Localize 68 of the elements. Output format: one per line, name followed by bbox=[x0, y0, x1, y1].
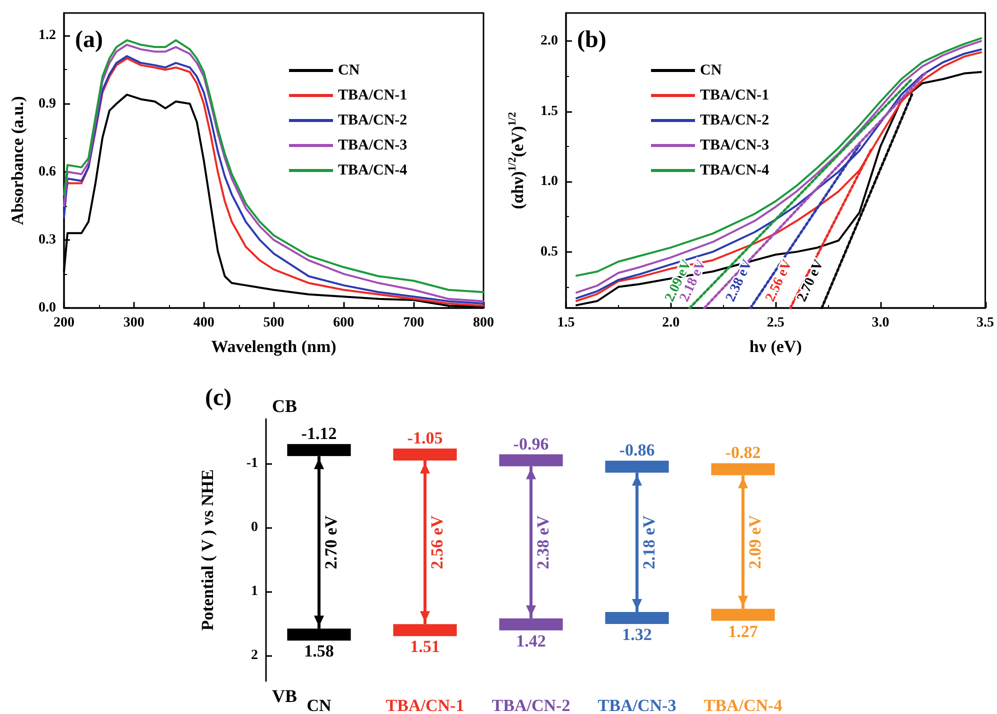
x-tick-label: TBA/CN-3 bbox=[598, 696, 676, 714]
chart-title: (c) bbox=[205, 385, 232, 411]
y-tick-label: 0.3 bbox=[38, 232, 56, 248]
y-tick-label: 2 bbox=[251, 648, 258, 663]
y-tick-label: 1.0 bbox=[540, 174, 558, 190]
x-tick-label: 3.5 bbox=[976, 316, 994, 330]
x-tick-label: CN bbox=[306, 696, 332, 714]
y-tick-label: 0 bbox=[251, 520, 258, 536]
text: (b) bbox=[577, 27, 606, 53]
x-tick-label: 2.5 bbox=[766, 316, 784, 330]
data-label: 2.38 eV bbox=[534, 514, 552, 570]
annotation: -0.96 bbox=[513, 434, 549, 454]
legend-label: CN bbox=[700, 62, 722, 78]
y-tick-label: 0.5 bbox=[540, 244, 558, 260]
legend-label: TBA/CN-1 bbox=[338, 88, 408, 104]
data-label: 2.18 eV bbox=[640, 514, 658, 570]
x-tick-label: TBA/CN-2 bbox=[492, 696, 570, 714]
y-axis-title: Potential ( V ) vs NHE bbox=[198, 469, 217, 631]
legend-label: TBA/CN-2 bbox=[338, 112, 408, 128]
y-tick-label: 0.0 bbox=[38, 300, 56, 316]
annotation: -1.05 bbox=[407, 428, 443, 448]
y-tick-label: 1.5 bbox=[540, 104, 558, 119]
x-tick-label: 500 bbox=[263, 316, 284, 330]
legend-label: TBA/CN-3 bbox=[700, 138, 770, 154]
text: CB bbox=[272, 396, 298, 416]
y-tick-label: 1.2 bbox=[38, 28, 56, 44]
x-tick-label: 3.0 bbox=[872, 316, 890, 330]
legend-label: TBA/CN-2 bbox=[700, 112, 770, 128]
legend-label: TBA/CN-4 bbox=[338, 162, 408, 178]
x-tick-label: 600 bbox=[333, 316, 354, 330]
y-tick-label: -1 bbox=[246, 456, 258, 472]
annotation: 2.56 eV bbox=[763, 258, 796, 304]
data-label: 2.09 eV bbox=[746, 514, 764, 569]
y-tick-label: 0.6 bbox=[38, 164, 56, 180]
x-tick-label: TBA/CN-4 bbox=[704, 696, 783, 714]
x-tick-label: 800 bbox=[473, 316, 494, 330]
x-tick-label: 300 bbox=[123, 316, 144, 330]
x-tick-label: 1.5 bbox=[557, 316, 575, 330]
legend-label: TBA/CN-3 bbox=[338, 138, 408, 154]
x-tick-label: TBA/CN-1 bbox=[386, 696, 464, 714]
y-tick-label: 0.9 bbox=[38, 96, 56, 112]
y-axis-title: Absorbance (a.u.) bbox=[8, 96, 27, 225]
annotation: 1.51 bbox=[410, 637, 440, 656]
x-tick-label: 200 bbox=[54, 316, 74, 330]
x-tick-label: 700 bbox=[403, 316, 424, 330]
annotation: 1.58 bbox=[304, 642, 334, 661]
legend-label: CN bbox=[338, 62, 360, 78]
legend-label: TBA/CN-1 bbox=[700, 88, 770, 104]
annotation: 2.38 eV bbox=[723, 258, 756, 304]
text: VB bbox=[272, 686, 298, 706]
x-axis-title: Wavelength (nm) bbox=[211, 337, 336, 356]
y-axis-title: (αhν)1/2(eV)1/2 bbox=[506, 111, 527, 210]
text: (a) bbox=[75, 27, 103, 53]
annotation: 2.70 eV bbox=[794, 258, 827, 304]
annotation: -1.12 bbox=[301, 424, 337, 444]
y-tick-label: 2.0 bbox=[540, 34, 558, 49]
data-label: 2.70 eV bbox=[322, 514, 340, 570]
annotation: -0.82 bbox=[725, 443, 761, 462]
x-tick-label: 2.0 bbox=[662, 316, 680, 330]
x-axis-title: hν (eV) bbox=[749, 337, 802, 356]
data-label: 2.56 eV bbox=[428, 514, 446, 570]
x-tick-label: 400 bbox=[193, 316, 214, 330]
legend-label: TBA/CN-4 bbox=[700, 162, 770, 178]
annotation: -0.86 bbox=[619, 440, 655, 460]
y-tick-label: 1 bbox=[251, 584, 258, 600]
annotation: 1.32 bbox=[622, 624, 652, 644]
annotation: 1.27 bbox=[728, 622, 758, 641]
annotation: 1.42 bbox=[516, 631, 546, 650]
